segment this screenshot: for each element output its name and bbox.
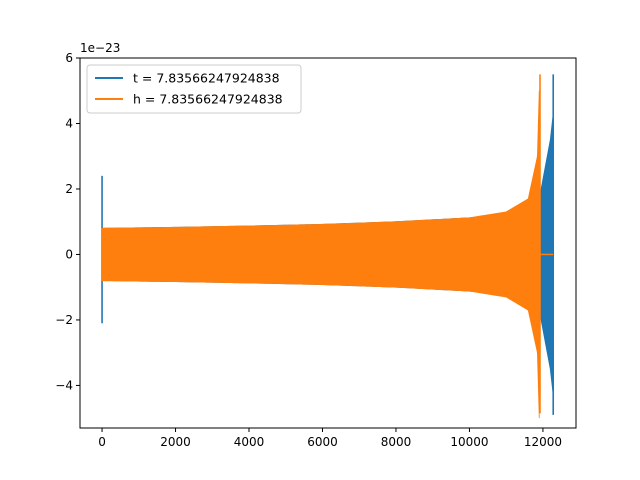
x-tick-label: 12000 bbox=[524, 435, 562, 449]
y-tick-label: −2 bbox=[55, 313, 73, 327]
axes-frame bbox=[79, 57, 577, 429]
y-tick-label: 0 bbox=[65, 247, 73, 261]
legend: t = 7.83566247924838 h = 7.83566247924838 bbox=[86, 64, 302, 114]
x-tick-label: 8000 bbox=[381, 435, 412, 449]
series-layer bbox=[101, 74, 555, 419]
x-tick-label: 6000 bbox=[307, 435, 338, 449]
series-1-band bbox=[101, 90, 540, 419]
y-tick-label: 6 bbox=[65, 51, 73, 65]
legend-label-1: h = 7.83566247924838 bbox=[133, 92, 283, 107]
x-tick-label: 10000 bbox=[450, 435, 488, 449]
legend-label-0: t = 7.83566247924838 bbox=[133, 71, 280, 86]
y-axis: −4 −2 0 2 4 6 bbox=[55, 51, 80, 392]
legend-box bbox=[86, 64, 302, 114]
plot-area bbox=[101, 74, 555, 419]
x-tick-label: 0 bbox=[98, 435, 106, 449]
series-1-line bbox=[101, 74, 554, 419]
y-tick-label: 4 bbox=[65, 116, 73, 130]
x-tick-label: 4000 bbox=[234, 435, 265, 449]
y-tick-label: 2 bbox=[65, 182, 73, 196]
x-axis: 0 2000 4000 6000 8000 10000 12000 bbox=[98, 428, 562, 449]
y-axis-offset-label: 1e−23 bbox=[80, 41, 120, 55]
x-tick-label: 2000 bbox=[160, 435, 191, 449]
y-tick-label: −4 bbox=[55, 378, 73, 392]
